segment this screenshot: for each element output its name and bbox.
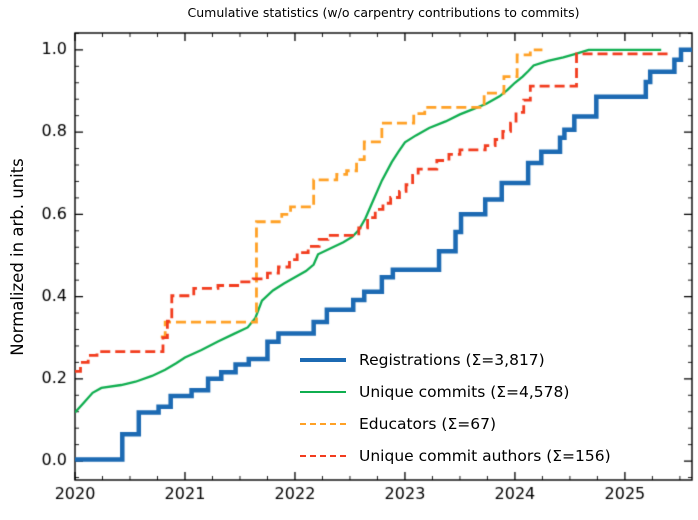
legend-label-unique-commit-authors: Unique commit authors (Σ=156) — [359, 447, 611, 465]
legend: Registrations (Σ=3,817) Unique commits (… — [300, 344, 611, 472]
legend-item-educators: Educators (Σ=67) — [300, 408, 611, 440]
legend-line-registrations — [300, 357, 346, 363]
legend-line-unique-commit-authors — [300, 455, 346, 457]
legend-label-educators: Educators (Σ=67) — [359, 415, 497, 433]
legend-line-unique-commits — [300, 390, 346, 394]
chart-title: Cumulative statistics (w/o carpentry con… — [187, 5, 580, 20]
legend-line-educators — [300, 423, 346, 425]
legend-item-unique-commit-authors: Unique commit authors (Σ=156) — [300, 440, 611, 472]
legend-label-registrations: Registrations (Σ=3,817) — [359, 351, 545, 369]
legend-item-unique-commits: Unique commits (Σ=4,578) — [300, 376, 611, 408]
y-axis-label: Normalized in arb. units — [8, 158, 27, 356]
legend-label-unique-commits: Unique commits (Σ=4,578) — [359, 383, 570, 401]
legend-item-registrations: Registrations (Σ=3,817) — [300, 344, 611, 376]
